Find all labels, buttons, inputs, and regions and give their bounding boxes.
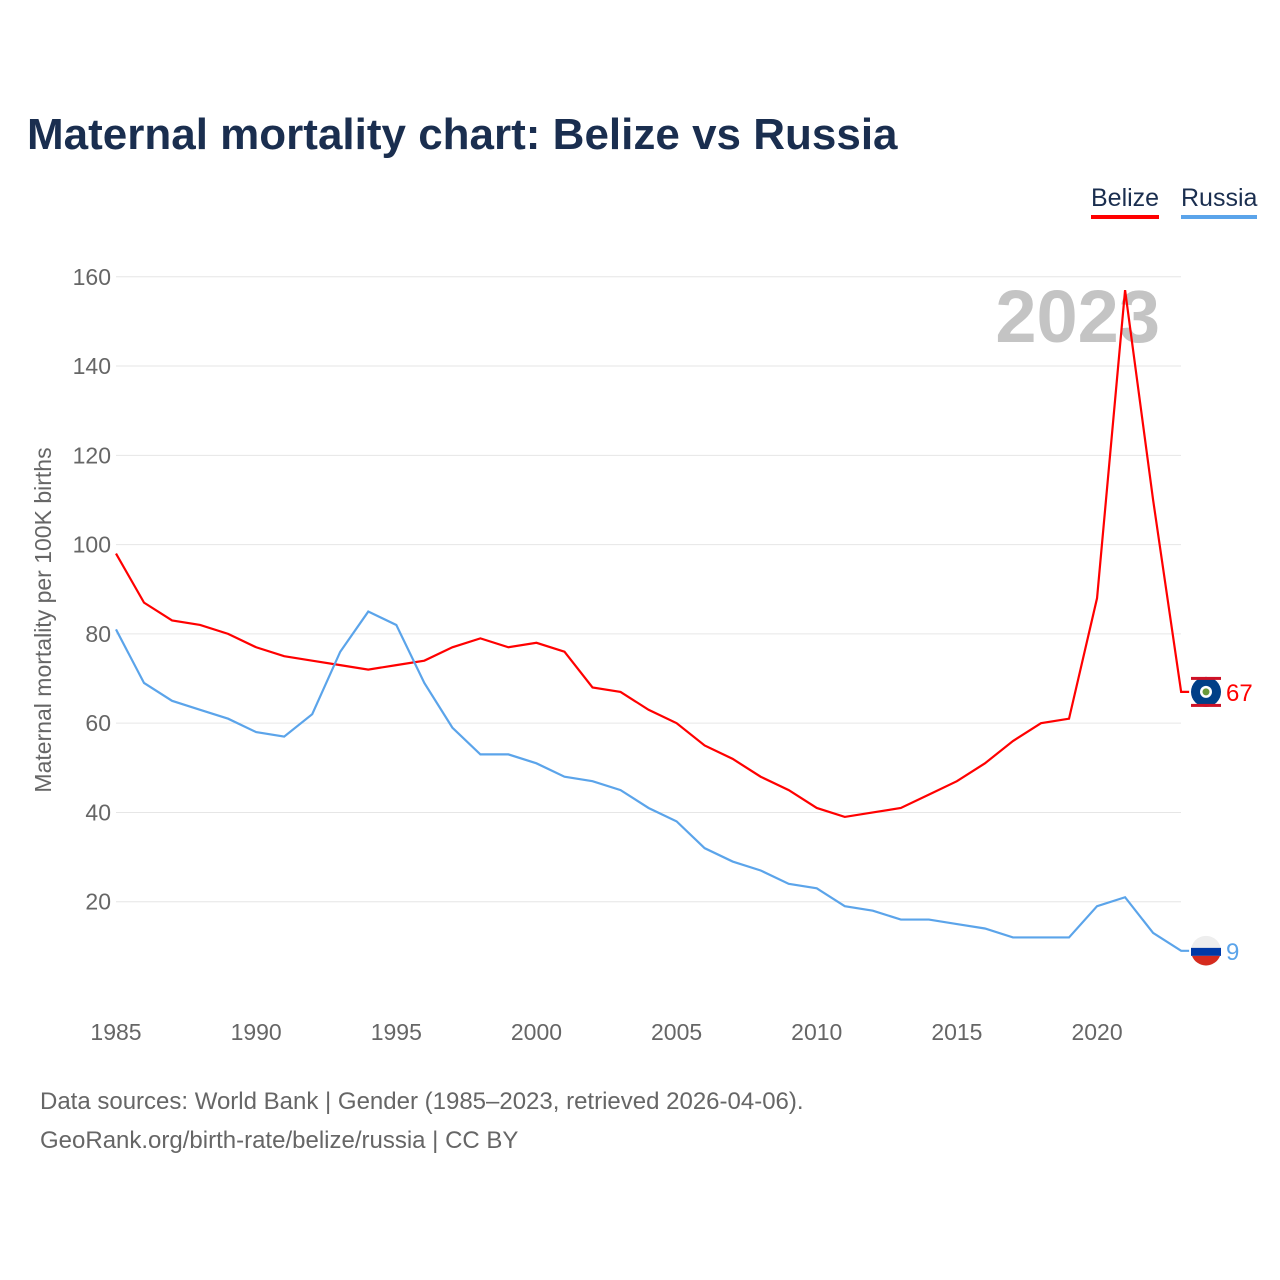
x-tick-label: 1990	[231, 1019, 282, 1045]
x-tick-label: 1995	[371, 1019, 422, 1045]
page-title: Maternal mortality chart: Belize vs Russ…	[27, 110, 898, 159]
x-tick-label: 2010	[791, 1019, 842, 1045]
source-note: Data sources: World Bank | Gender (1985–…	[40, 1088, 804, 1115]
russia-flag-icon	[1191, 935, 1221, 966]
x-tick-label: 2005	[651, 1019, 702, 1045]
end-value-label-belize: 67	[1226, 680, 1253, 707]
y-tick-label: 160	[73, 264, 111, 290]
legend-russia[interactable]: Russia	[1181, 184, 1258, 219]
series-line-belize	[115, 290, 1190, 819]
x-tick-label: 1985	[90, 1019, 141, 1045]
year-label: 2023	[995, 275, 1160, 358]
y-tick-label: 40	[85, 799, 111, 825]
legend-belize[interactable]: Belize	[1091, 184, 1160, 219]
y-tick-label: 80	[85, 621, 111, 647]
x-tick-label: 2015	[931, 1019, 982, 1045]
y-tick-label: 120	[73, 442, 111, 468]
y-tick-label: 60	[85, 710, 111, 736]
y-tick-label: 140	[73, 353, 111, 379]
belize-flag-icon	[1191, 676, 1221, 707]
y-axis-label: Maternal mortality per 100K births	[30, 447, 56, 792]
x-tick-label: 2000	[511, 1019, 562, 1045]
source-link[interactable]: GeoRank.org/birth-rate/belize/russia | C…	[40, 1127, 519, 1154]
series-line-russia	[115, 610, 1190, 952]
x-tick-label: 2020	[1071, 1019, 1122, 1045]
y-tick-label: 100	[73, 532, 111, 558]
end-value-label-russia: 9	[1226, 939, 1239, 966]
y-tick-label: 20	[85, 889, 111, 915]
